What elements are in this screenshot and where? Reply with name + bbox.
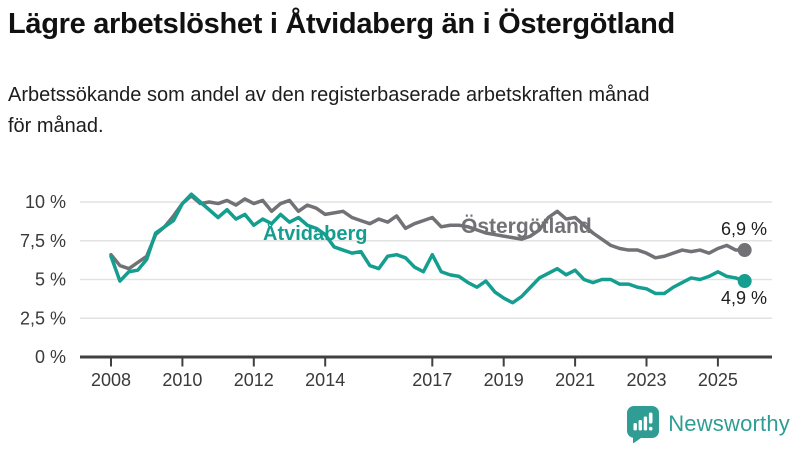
y-tick-label: 2,5 % [20, 308, 66, 328]
series-line-1 [109, 194, 747, 271]
chart-subtitle: Arbetssökande som andel av den registerb… [8, 80, 798, 142]
series-end-dot-1 [737, 243, 752, 258]
newsworthy-bar-chart-bubble-icon [627, 406, 660, 443]
y-tick-label: 10 % [25, 192, 66, 212]
x-tick-label: 2017 [412, 370, 452, 390]
series-end-dot-0 [737, 274, 752, 289]
y-tick-label: 5 % [35, 270, 66, 290]
series-line-0 [109, 192, 747, 305]
end-value-label-ostergotland: 6,9 % [721, 219, 768, 239]
x-tick-label: 2014 [305, 370, 345, 390]
x-tick-label: 2023 [626, 370, 666, 390]
newsworthy-wordmark: Newsworthy [668, 411, 790, 436]
x-tick-label: 2012 [234, 370, 274, 390]
series-label-ostergotland: Östergötland [461, 215, 592, 238]
chart-subtitle-line2: för månad. [8, 115, 104, 137]
end-value-label-atvidaberg: 4,9 % [721, 288, 768, 308]
newsworthy-logo: Newsworthy [626, 405, 790, 443]
x-tick-label: 2008 [91, 370, 131, 390]
chart-title: Lägre arbetslöshet i Åtvidaberg än i Öst… [8, 8, 675, 40]
x-tick-label: 2010 [162, 370, 202, 390]
y-tick-label: 0 % [35, 347, 66, 367]
x-tick-label: 2021 [555, 370, 595, 390]
x-tick-label: 2019 [484, 370, 524, 390]
y-tick-label: 7,5 % [20, 231, 66, 251]
chart-subtitle-line1: Arbetssökande som andel av den registerb… [8, 84, 650, 106]
series-label-atvidaberg: Åtvidaberg [263, 223, 368, 245]
x-tick-label: 2025 [698, 370, 738, 390]
